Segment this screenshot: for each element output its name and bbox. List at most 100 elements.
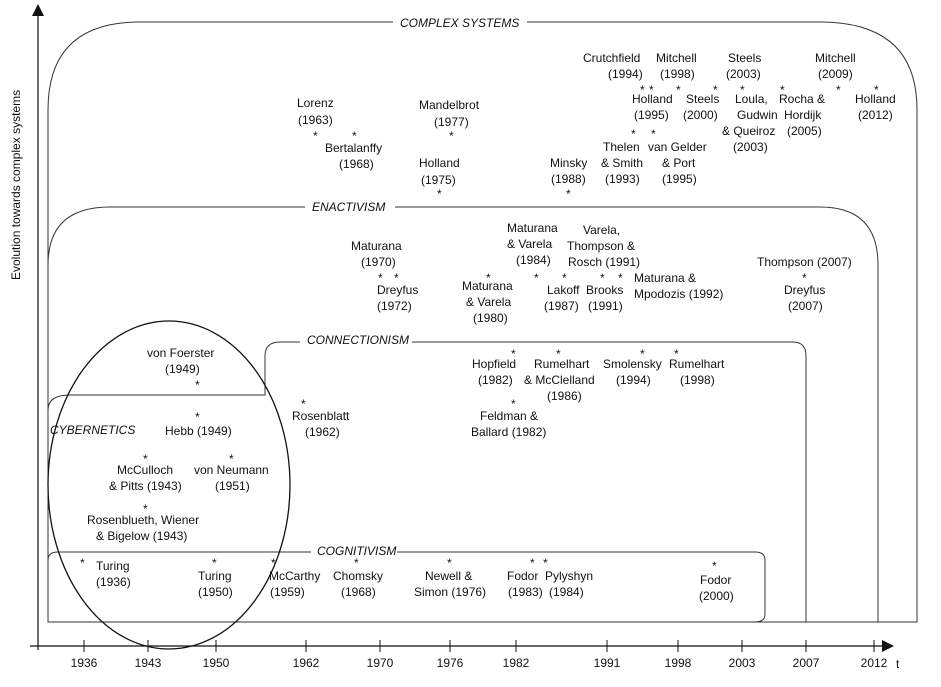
- entry-rumelhart-1998-marker: *: [674, 347, 679, 361]
- entry-pylyshyn: * Pylyshyn (1984): [543, 556, 593, 599]
- entry-lorenz-line-2: (1963): [298, 113, 333, 127]
- entry-smolensky: * Smolensky (1994): [603, 347, 662, 387]
- x-tick-group: 1936 1943 1950 1962 1970 1976 1982 1991 1998 2003…: [71, 640, 888, 670]
- entry-rocha-line-1: Rocha &: [779, 92, 825, 106]
- entry-mccarthy: * McCarthy (1959): [269, 556, 320, 599]
- cognitivism-header: COGNITIVISM: [317, 544, 396, 558]
- entry-rosenblatt-line-2: (1962): [305, 425, 340, 439]
- enactivism-header-bg: [305, 198, 395, 216]
- entry-turing-1950-marker: *: [212, 556, 217, 570]
- entry-lorenz-line-1: Lorenz: [297, 96, 334, 110]
- complex-systems-header-bg: [393, 12, 527, 32]
- x-tick-label-1976: 1976: [437, 656, 464, 670]
- entry-smolensky-line-2: (1994): [616, 373, 651, 387]
- entry-mpodozis-line-1: Maturana &: [634, 271, 696, 285]
- entry-maturana-varela-1984-line-1: Maturana: [507, 221, 558, 235]
- entry-steels-2003: Steels (2003): [726, 51, 761, 81]
- marker-crutchfield: *: [640, 83, 645, 97]
- entry-mccarthy-line-2: (1959): [270, 585, 305, 599]
- entry-holland-1995-line-1: Holland: [632, 92, 673, 106]
- entry-bertalanffy-marker: *: [352, 129, 357, 143]
- entry-vangelder-line-2: & Port: [662, 156, 696, 170]
- entry-mandelbrot-marker: *: [449, 129, 454, 143]
- entry-maturana-1970: Maturana (1970) *: [351, 239, 402, 285]
- entry-rumelhart-1998-line-2: (1998): [680, 373, 715, 387]
- entry-vonfoerster: von Foerster (1949) *: [147, 346, 214, 392]
- entry-dreyfus-1972-line-1: Dreyfus: [377, 283, 418, 297]
- entry-hebb-line-1: Hebb (1949): [165, 424, 232, 438]
- entry-minsky-marker: *: [566, 187, 571, 201]
- entry-rosenblueth-line-1: Rosenblueth, Wiener: [87, 513, 199, 527]
- entry-thelen-line-1: Thelen: [603, 140, 640, 154]
- entry-loula: Loula, Gudwin & Queiroz (2003): [722, 92, 778, 154]
- entry-lakoff-marker: *: [562, 271, 567, 285]
- entry-chomsky: * Chomsky (1968): [333, 556, 383, 599]
- connectionism-header-bg: [300, 332, 412, 350]
- entry-varela-1991: Varela, Thompson & Rosch (1991) *: [567, 223, 640, 285]
- complex-systems-header: COMPLEX SYSTEMS: [400, 16, 519, 30]
- entry-dreyfus-1972-line-2: (1972): [377, 299, 412, 313]
- entry-steels-2000-line-2: (2000): [683, 108, 718, 122]
- entry-rumelhart-1986-line-2: & McClelland: [524, 373, 595, 387]
- entry-mpodozis: Maturana & Mpodozis (1992): [634, 271, 723, 301]
- entry-rumelhart-1986-marker: *: [556, 347, 561, 361]
- entry-maturana-varela-1980-line-2: & Varela: [466, 295, 511, 309]
- x-tick-label-1950: 1950: [203, 656, 230, 670]
- cybernetics-header: CYBERNETICS: [50, 423, 135, 437]
- entry-turing-1936: * Turing (1936): [80, 556, 131, 589]
- entry-fodor-1983: * Fodor (1983): [507, 556, 543, 599]
- connectionism-header: CONNECTIONISM: [307, 333, 409, 347]
- marker-holland-2012: *: [874, 83, 879, 97]
- entry-vangelder-marker: *: [651, 127, 656, 141]
- entry-rocha: Rocha & Hordijk (2005): [779, 92, 825, 138]
- entry-lakoff-line-1: Lakoff: [547, 283, 580, 297]
- marker-steels-2000: *: [713, 83, 718, 97]
- entry-rocha-line-3: (2005): [787, 124, 822, 138]
- x-tick-label-1998: 1998: [665, 656, 692, 670]
- entry-turing-1950: * Turing (1950): [198, 556, 233, 599]
- entry-maturana-varela-1984-marker: *: [534, 271, 539, 285]
- entry-bertalanffy: * Bertalanffy (1968): [325, 129, 382, 171]
- entry-fodor-2000-line-1: Fodor: [700, 573, 731, 587]
- entry-pylyshyn-marker: *: [543, 556, 548, 570]
- entry-rumelhart-1986-line-1: Rumelhart: [534, 357, 590, 371]
- y-axis-label: Evolution towards complex systems: [9, 90, 23, 280]
- entry-holland-1975-marker: *: [437, 187, 442, 201]
- entry-turing-1950-line-1: Turing: [198, 569, 232, 583]
- entry-mitchell-2009-line-2: (2009): [818, 67, 853, 81]
- entry-loula-line-3: & Queiroz: [722, 124, 775, 138]
- entry-bertalanffy-line-2: (1968): [339, 157, 374, 171]
- entry-varela-1991-line-2: Thompson &: [567, 239, 635, 253]
- entry-newell: * Newell & Simon (1976): [414, 556, 486, 599]
- x-tick-label-1982: 1982: [503, 656, 530, 670]
- entry-mitchell-1998-line-1: Mitchell: [656, 51, 697, 65]
- entry-vonfoerster-line-2: (1949): [165, 362, 200, 376]
- entry-hopfield-line-2: (1982): [478, 373, 513, 387]
- entry-rosenblatt-line-1: Rosenblatt: [292, 409, 350, 423]
- entry-mitchell-1998: Mitchell (1998): [656, 51, 697, 81]
- entry-dreyfus-1972: * Dreyfus (1972): [377, 271, 418, 313]
- entry-dreyfus-2007-line-1: Dreyfus: [784, 283, 825, 297]
- entry-thelen-line-2: & Smith: [601, 156, 643, 170]
- marker-steels-2003: *: [740, 83, 745, 97]
- entry-turing-1936-line-2: (1936): [96, 575, 131, 589]
- entry-vonneumann: * von Neumann (1951): [194, 452, 269, 493]
- entry-bertalanffy-line-1: Bertalanffy: [325, 141, 382, 155]
- entry-dreyfus-1972-marker: *: [394, 271, 399, 285]
- entry-maturana-1970-line-2: (1970): [361, 255, 396, 269]
- entry-maturana-varela-1984-line-3: (1984): [516, 253, 551, 267]
- entry-mandelbrot-line-1: Mandelbrot: [419, 98, 480, 112]
- entry-mpodozis-line-2: Mpodozis (1992): [634, 287, 723, 301]
- entry-vangelder-line-3: (1995): [662, 172, 697, 186]
- entry-chomsky-marker: *: [354, 556, 359, 570]
- x-tick-label-1991: 1991: [594, 656, 621, 670]
- entry-chomsky-line-1: Chomsky: [333, 569, 383, 583]
- entry-crutchfield-line-2: (1994): [608, 67, 643, 81]
- entry-thompson-line-1: Thompson (2007): [757, 255, 852, 269]
- entry-crutchfield: Crutchfield (1994): [583, 51, 643, 81]
- entry-rumelhart-1986: * Rumelhart & McClelland (1986): [524, 347, 595, 403]
- entry-dreyfus-2007-line-2: (2007): [788, 299, 823, 313]
- entry-maturana-1970-line-1: Maturana: [351, 239, 402, 253]
- entry-maturana-varela-1984-line-2: & Varela: [507, 237, 552, 251]
